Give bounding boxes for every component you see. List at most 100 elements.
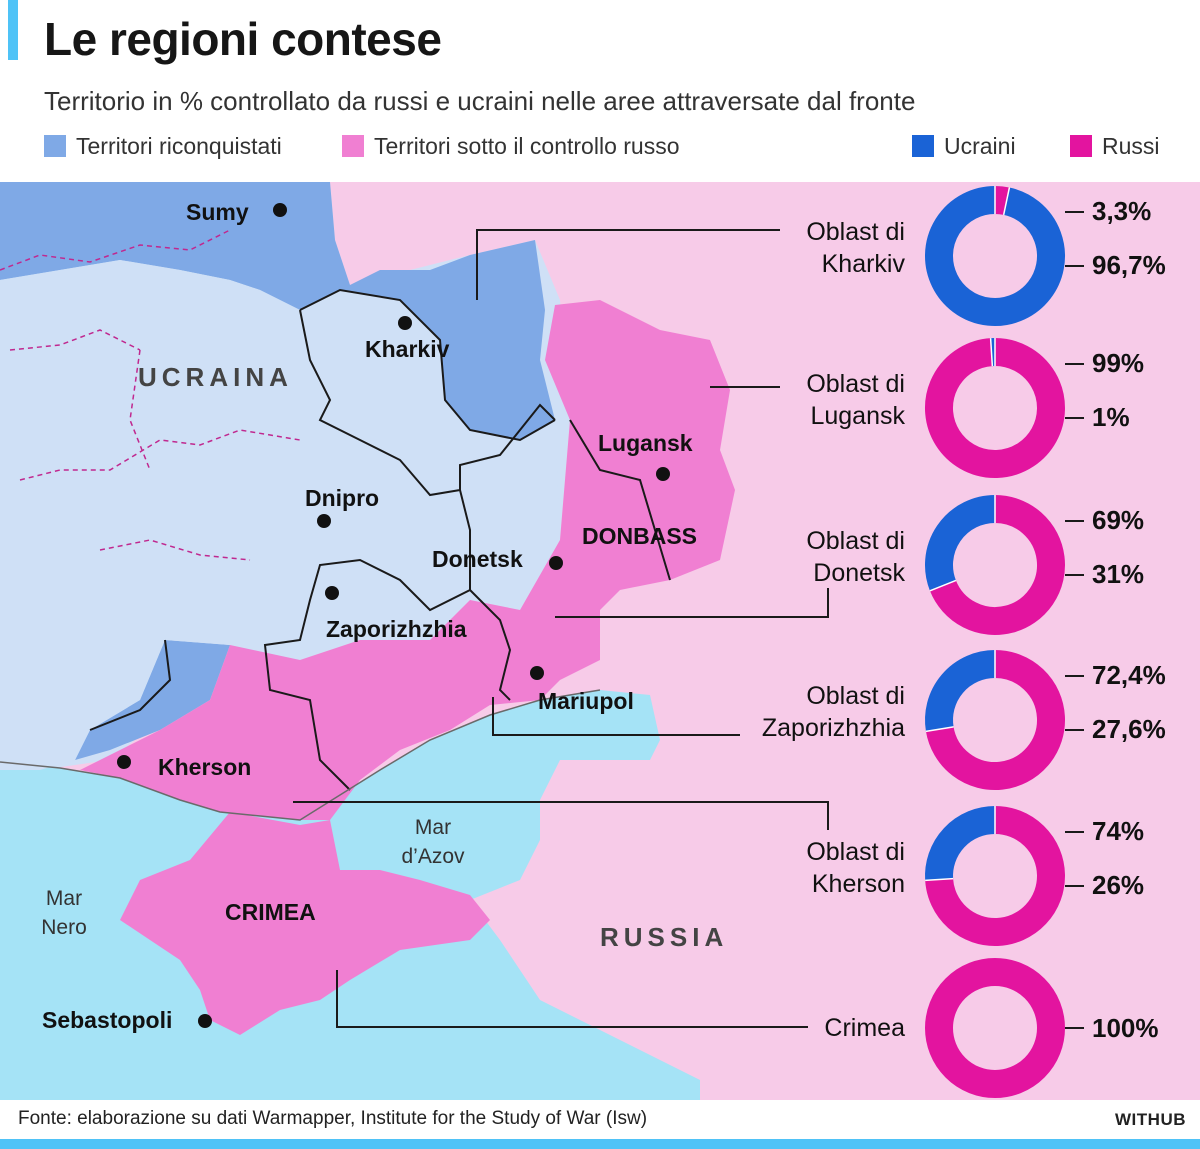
- region-label-crimea: CRIMEA: [225, 899, 316, 925]
- pct-label-ucraini: 96,7%: [1092, 250, 1166, 280]
- oblast-label-line: Oblast di: [806, 682, 905, 710]
- city-label-lugansk: Lugansk: [598, 430, 693, 456]
- donut-segment-russi: [925, 958, 1065, 1098]
- leader-crimea: [336, 970, 808, 1028]
- oblast-label-line: Crimea: [824, 1014, 905, 1042]
- city-label-zaporizhzhia: Zaporizhzhia: [326, 616, 467, 642]
- city-label-dnipro: Dnipro: [305, 485, 379, 511]
- city-dot-zaporizhzhia: [325, 586, 339, 600]
- pct-label-russi: 72,4%: [1092, 660, 1166, 690]
- oblast-label-line: Kharkiv: [822, 250, 906, 278]
- oblast-label-line: Lugansk: [810, 402, 905, 430]
- pct-label-russi: 3,3%: [1092, 196, 1151, 226]
- city-label-kharkiv: Kharkiv: [365, 336, 450, 362]
- region-label-donbass: DONBASS: [582, 523, 697, 549]
- legend-retaken: Territori riconquistati: [44, 132, 282, 160]
- donut-segment-russi: [925, 338, 1065, 478]
- legend-russians: Russi: [1070, 132, 1160, 160]
- city-dot-dnipro: [317, 514, 331, 528]
- donut-separator: [925, 726, 954, 733]
- legend-retaken-label: Territori riconquistati: [76, 132, 282, 159]
- border-zaporizhzhia: [263, 489, 471, 791]
- oblast-group: Oblast di Kharkiv 3,3% 96,7% Oblast di Lugans…: [762, 186, 1166, 1098]
- sea-label-azov-2: d’Azov: [401, 845, 465, 868]
- city-dot-kharkiv: [398, 316, 412, 330]
- oblast-label-line: Oblast di: [806, 838, 905, 866]
- pct-label-russi: 74%: [1092, 816, 1144, 846]
- dash-5: [99, 539, 251, 561]
- legend-russian-control-label: Territori sotto il controllo russo: [374, 132, 680, 159]
- pct-label-ucraini: 31%: [1092, 559, 1144, 589]
- donut-segment-russi: [925, 806, 1065, 946]
- legend-russian-control: Territori sotto il controllo russo: [342, 132, 680, 160]
- leader-kherson: [293, 801, 829, 830]
- donut-separator: [989, 338, 994, 367]
- map-svg: Sumy Kharkiv Lugansk Dnipro Donetsk Zapo…: [0, 182, 1200, 1100]
- oblast-label-line: Oblast di: [806, 370, 905, 398]
- sea-label-black-1: Mar: [46, 887, 82, 910]
- pct-label-russi: 69%: [1092, 505, 1144, 535]
- dashed-borders: [0, 229, 301, 561]
- legend-russians-swatch: [1070, 135, 1092, 157]
- leader-kharkiv: [476, 229, 780, 300]
- donut-segment-ucraini: [925, 186, 1065, 326]
- footer: Fonte: elaborazione su dati Warmapper, I…: [0, 1100, 1200, 1149]
- bottom-accent-bar: [0, 1139, 1200, 1149]
- donut-segment-russi: [929, 495, 1065, 635]
- pct-label-russi: 99%: [1092, 348, 1144, 378]
- legend-ukrainians: Ucraini: [912, 132, 1016, 160]
- border-kharkiv-south: [299, 309, 556, 497]
- map-area: Sumy Kharkiv Lugansk Dnipro Donetsk Zapo…: [0, 182, 1200, 1100]
- donut-separator: [1002, 187, 1011, 216]
- leader-donetsk: [555, 588, 829, 618]
- donut-segment-russi: [994, 186, 1010, 215]
- city-label-sebastopoli: Sebastopoli: [42, 1007, 172, 1033]
- donut-segment-ucraini: [925, 495, 996, 591]
- donut-segment-ucraini: [925, 650, 996, 732]
- oblast-label-line: Kherson: [812, 870, 905, 898]
- pct-label-ucraini: 27,6%: [1092, 714, 1166, 744]
- donut-segment-russi: [925, 650, 1065, 790]
- border-donetsk-zaporizhzhia: [469, 589, 512, 701]
- brand-logo: WITHUB: [1115, 1110, 1186, 1129]
- city-dot-sebastopoli: [198, 1014, 212, 1028]
- legend-russian-control-swatch: [342, 135, 364, 157]
- legend-ukrainians-swatch: [912, 135, 934, 157]
- city-dots: [117, 203, 670, 1028]
- legend-retaken-swatch: [44, 135, 66, 157]
- city-dot-kherson: [117, 755, 131, 769]
- accent-bar: [8, 0, 18, 60]
- page-subtitle: Territorio in % controllato da russi e u…: [44, 86, 916, 116]
- coastline: [0, 689, 601, 821]
- city-dot-sumy: [273, 203, 287, 217]
- city-label-donetsk: Donetsk: [432, 546, 523, 572]
- occupied-crimea: [120, 812, 490, 1035]
- sea-label-black-2: Nero: [41, 916, 87, 939]
- occupied-mainland: [80, 300, 735, 820]
- oblast-label-line: Zaporizhzhia: [762, 714, 905, 742]
- city-label-sumy: Sumy: [186, 199, 249, 225]
- legend-russians-label: Russi: [1102, 132, 1160, 159]
- border-lugansk-donetsk: [569, 419, 671, 581]
- border-kherson: [89, 639, 172, 731]
- donut-segment-ucraini: [925, 806, 996, 881]
- sea-label-azov-1: Mar: [415, 816, 451, 839]
- ukraine-interior: [0, 260, 560, 770]
- city-dot-mariupol: [530, 666, 544, 680]
- oblast-label-line: Oblast di: [806, 218, 905, 246]
- city-dot-lugansk: [656, 467, 670, 481]
- oblast-label-line: Donetsk: [813, 559, 905, 587]
- border-kharkiv: [299, 288, 556, 442]
- donut-separator: [929, 579, 957, 592]
- city-label-mariupol: Mariupol: [538, 688, 634, 714]
- source-note: Fonte: elaborazione su dati Warmapper, I…: [18, 1108, 648, 1129]
- oblast-label-line: Oblast di: [806, 527, 905, 555]
- dash-1: [0, 229, 231, 271]
- leader-zaporizhzhia: [492, 697, 740, 736]
- leader-lines: [293, 229, 829, 1028]
- pct-label-ucraini: 1%: [1092, 402, 1130, 432]
- page-title: Le regioni contese: [44, 13, 442, 65]
- country-label-russia: RUSSIA: [600, 922, 728, 952]
- pct-label-ucraini: 26%: [1092, 870, 1144, 900]
- retaken-south: [75, 640, 230, 760]
